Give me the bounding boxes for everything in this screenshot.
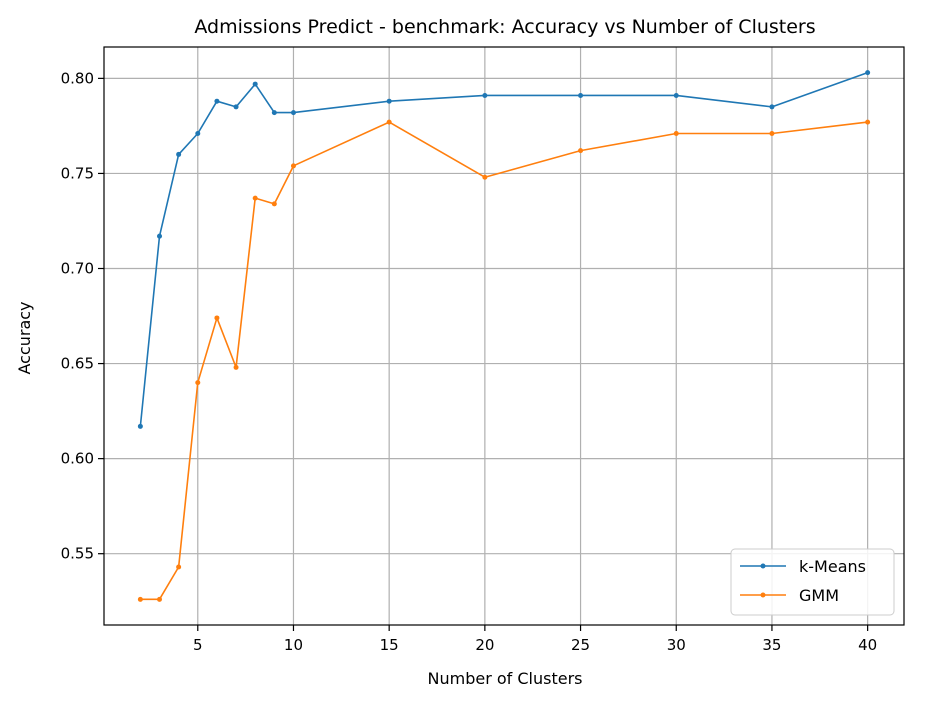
data-point-gmm <box>252 195 258 201</box>
y-tick-label: 0.75 <box>61 164 94 182</box>
x-tick-label: 35 <box>762 636 781 654</box>
data-point-gmm <box>137 596 143 602</box>
y-tick-label: 0.80 <box>61 69 94 87</box>
y-axis-title: Accuracy <box>15 301 34 374</box>
data-point-gmm <box>271 201 277 207</box>
data-point-k-means <box>252 81 258 87</box>
data-point-k-means <box>214 98 220 104</box>
x-tick-label: 10 <box>284 636 303 654</box>
data-point-gmm <box>386 119 392 125</box>
data-point-gmm <box>769 131 775 137</box>
legend: k-Means GMM <box>730 548 895 616</box>
legend-label-gmm: GMM <box>799 586 839 605</box>
data-point-k-means <box>271 110 277 116</box>
data-point-k-means <box>769 104 775 110</box>
data-point-gmm <box>865 119 871 125</box>
chart-title: Admissions Predict - benchmark: Accuracy… <box>194 16 815 38</box>
data-point-gmm <box>157 596 163 602</box>
data-point-gmm <box>176 564 182 570</box>
data-point-k-means <box>290 110 296 116</box>
legend-marker-gmm <box>760 592 766 598</box>
legend-marker-k-means <box>760 563 766 569</box>
data-point-k-means <box>137 423 143 429</box>
data-point-gmm <box>482 174 488 180</box>
data-point-k-means <box>233 104 239 110</box>
x-tick-label: 25 <box>571 636 590 654</box>
data-point-k-means <box>176 151 182 157</box>
legend-label-k-means: k-Means <box>799 557 866 576</box>
x-tick-label: 20 <box>475 636 494 654</box>
plot-area: 5 10 15 20 25 30 35 40 0.55 0.60 0.65 0.70 0.75 0.80 <box>61 46 905 654</box>
axes-frame <box>103 46 905 626</box>
data-point-gmm <box>214 315 220 321</box>
data-point-gmm <box>195 380 201 386</box>
y-tick-label: 0.70 <box>61 260 94 278</box>
x-axis-title: Number of Clusters <box>428 669 583 688</box>
y-tick-label: 0.55 <box>61 545 94 563</box>
x-tick-label: 15 <box>380 636 399 654</box>
data-point-k-means <box>673 92 679 98</box>
data-point-gmm <box>673 131 679 137</box>
y-tick-label: 0.60 <box>61 450 94 468</box>
data-point-k-means <box>157 233 163 239</box>
data-point-k-means <box>482 92 488 98</box>
data-point-k-means <box>195 131 201 137</box>
x-tick-label: 30 <box>667 636 686 654</box>
data-point-gmm <box>290 163 296 169</box>
data-point-k-means <box>386 98 392 104</box>
y-tick-label: 0.65 <box>61 355 94 373</box>
data-point-k-means <box>578 92 584 98</box>
data-point-gmm <box>578 148 584 154</box>
x-tick-label: 5 <box>193 636 203 654</box>
x-tick-label: 40 <box>858 636 877 654</box>
data-point-k-means <box>865 70 871 76</box>
data-point-gmm <box>233 364 239 370</box>
